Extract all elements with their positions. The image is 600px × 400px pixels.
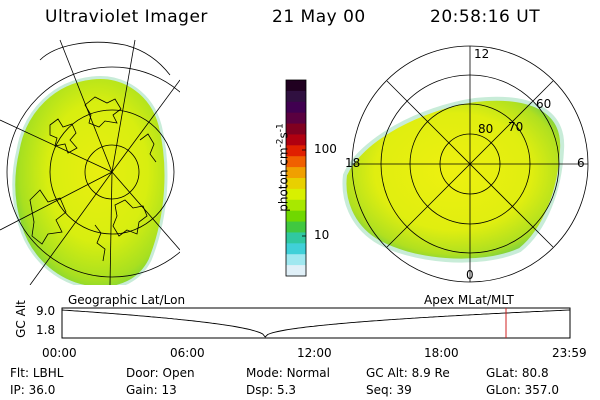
info-gc-alt-value: 8.9 Re	[411, 366, 450, 380]
mlt-label-18: 18	[345, 156, 361, 170]
info-seq-label: Seq:	[366, 383, 393, 397]
apex-label: Apex MLat/MLT	[424, 293, 514, 307]
colorbar-tick-100: 100	[314, 142, 337, 156]
info-glon: GLon: 357.0	[486, 383, 559, 397]
mlt-label-0: 0	[466, 268, 474, 282]
gc-alt-min: 1.8	[36, 323, 56, 337]
colorbar	[285, 79, 307, 277]
colorbar-swatch	[286, 134, 306, 146]
colorbar-swatch	[286, 145, 306, 157]
tick-1200: 12:00	[297, 346, 332, 360]
colorbar-swatch	[286, 167, 306, 179]
colorbar-frame	[285, 79, 307, 277]
info-dsp: Dsp: 5.3	[246, 383, 296, 397]
geographic-label: Geographic Lat/Lon	[68, 293, 186, 307]
geo-map	[0, 39, 180, 285]
tick-2359: 23:59	[552, 346, 587, 360]
colorbar-label-sup1: -2	[275, 138, 286, 148]
info-gain: Gain: 13	[126, 383, 177, 397]
info-glat-value: 80.8	[521, 366, 549, 380]
colorbar-swatch	[286, 221, 306, 233]
info-glon-label: GLon:	[486, 383, 521, 397]
tick-0600: 06:00	[170, 346, 205, 360]
date-label: 21 May 00	[272, 7, 366, 27]
colorbar-swatch	[286, 232, 306, 244]
info-gain-label: Gain:	[126, 383, 158, 397]
info-door-label: Door:	[126, 366, 159, 380]
colorbar-swatch	[286, 243, 306, 255]
info-mode: Mode: Normal	[246, 366, 330, 380]
info-flt-value: LBHL	[32, 366, 64, 380]
colorbar-swatch	[286, 80, 306, 92]
colorbar-label-mid: s	[276, 132, 291, 139]
colorbar-label-text: photon cm	[276, 147, 291, 212]
colorbar-swatch	[286, 210, 306, 223]
info-dsp-label: Dsp:	[246, 383, 274, 397]
colorbar-swatch	[286, 199, 306, 212]
colorbar-swatch	[286, 90, 306, 103]
tick-0000: 00:00	[42, 346, 77, 360]
colorbar-tick-10: 10	[314, 228, 330, 242]
info-mode-value: Normal	[286, 366, 330, 380]
info-flt-label: Flt:	[10, 366, 29, 380]
mlt-label-12: 12	[474, 47, 490, 61]
info-seq-value: 39	[396, 383, 412, 397]
info-ip-value: 36.0	[28, 383, 56, 397]
tick-1800: 18:00	[424, 346, 459, 360]
colorbar-swatch	[286, 101, 306, 114]
info-door-value: Open	[162, 366, 195, 380]
info-glat: GLat: 80.8	[486, 366, 549, 380]
colorbar-swatch	[286, 123, 306, 135]
lat-label-60: 60	[536, 97, 552, 111]
colorbar-swatch	[286, 254, 306, 266]
gc-alt-axis-title: GC Alt	[14, 300, 28, 338]
info-glon-value: 357.0	[524, 383, 559, 397]
info-gain-value: 13	[161, 383, 177, 397]
info-door: Door: Open	[126, 366, 195, 380]
info-flt: Flt: LBHL	[10, 366, 63, 380]
colorbar-swatch	[286, 178, 306, 190]
colorbar-label: photon cm-2s-1	[276, 93, 291, 243]
instrument-title: Ultraviolet Imager	[45, 7, 208, 27]
lat-label-70: 70	[508, 120, 524, 134]
colorbar-swatch	[286, 112, 306, 125]
gc-alt-max: 9.0	[36, 304, 56, 318]
info-ip-label: IP:	[10, 383, 25, 397]
mlt-label-6: 6	[577, 156, 585, 170]
info-ip: IP: 36.0	[10, 383, 55, 397]
info-dsp-value: 5.3	[276, 383, 297, 397]
colorbar-swatch	[286, 156, 306, 168]
info-gc-alt: GC Alt: 8.9 Re	[366, 366, 450, 380]
colorbar-swatch	[286, 265, 306, 277]
time-label: 20:58:16 UT	[430, 7, 541, 27]
lat-label-80: 80	[478, 122, 494, 136]
info-seq: Seq: 39	[366, 383, 412, 397]
colorbar-swatch	[286, 188, 306, 201]
colorbar-label-sup2: -1	[275, 123, 286, 133]
info-glat-label: GLat:	[486, 366, 519, 380]
info-mode-label: Mode:	[246, 366, 283, 380]
polar-image	[342, 45, 589, 283]
info-gc-alt-label: GC Alt:	[366, 366, 408, 380]
